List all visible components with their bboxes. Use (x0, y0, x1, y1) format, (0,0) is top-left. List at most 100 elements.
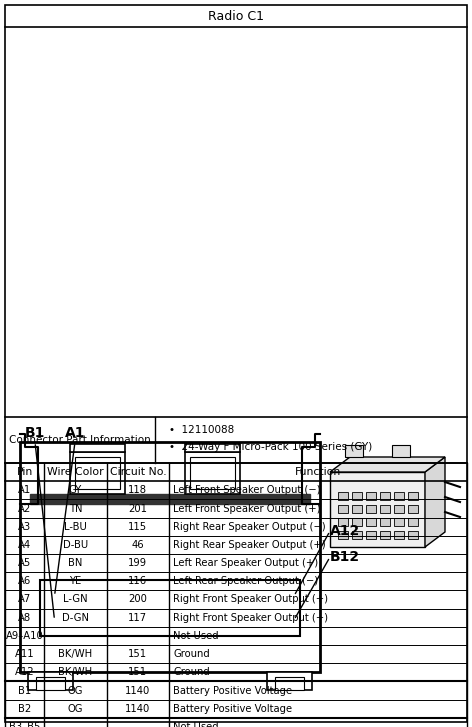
Text: •  24-Way F Micro-Pack 100 Series (GY): • 24-Way F Micro-Pack 100 Series (GY) (169, 442, 372, 452)
Bar (214, 586, 231, 606)
Bar (338, 492, 348, 500)
Text: OG: OG (67, 686, 83, 696)
Text: D-BU: D-BU (63, 540, 88, 550)
Text: GY: GY (69, 486, 82, 495)
Text: A12: A12 (15, 667, 34, 678)
Bar (109, 610, 126, 630)
Bar (185, 452, 240, 494)
Text: —: — (133, 722, 143, 727)
Bar (130, 610, 147, 630)
Bar (352, 531, 362, 539)
Bar (408, 531, 418, 539)
Text: A1: A1 (18, 486, 31, 495)
Text: 117: 117 (128, 613, 147, 623)
Text: Right Rear Speaker Output (−): Right Rear Speaker Output (−) (173, 522, 326, 531)
Bar (67, 586, 84, 606)
Text: A1: A1 (65, 426, 85, 440)
Text: 151: 151 (128, 667, 147, 678)
Bar (380, 518, 390, 526)
Text: YE: YE (69, 577, 82, 586)
Bar (235, 586, 252, 606)
Text: 1140: 1140 (125, 686, 151, 696)
Text: OG: OG (67, 704, 83, 714)
Text: Battery Positive Voltage: Battery Positive Voltage (173, 686, 292, 696)
Bar (366, 505, 376, 513)
Text: —: — (70, 722, 80, 727)
Bar (380, 531, 390, 539)
Bar (256, 586, 273, 606)
Bar (46, 586, 63, 606)
Text: A3: A3 (18, 522, 31, 531)
Text: Left Rear Speaker Output (−): Left Rear Speaker Output (−) (173, 577, 318, 586)
Bar (338, 531, 348, 539)
Bar (394, 518, 404, 526)
Bar (352, 505, 362, 513)
Text: Ground: Ground (173, 649, 210, 659)
Bar (394, 505, 404, 513)
Text: 1140: 1140 (125, 704, 151, 714)
Text: 151: 151 (128, 649, 147, 659)
Bar (277, 586, 294, 606)
Bar (185, 444, 240, 452)
Bar (36, 677, 65, 690)
Bar (267, 672, 312, 690)
Text: Radio C1: Radio C1 (208, 9, 264, 23)
Text: —: — (70, 631, 80, 641)
Bar (193, 586, 210, 606)
Text: Battery Positive Voltage: Battery Positive Voltage (173, 704, 292, 714)
Bar (352, 518, 362, 526)
Bar (380, 505, 390, 513)
Text: Left Front Speaker Output (+): Left Front Speaker Output (+) (173, 504, 320, 513)
Text: A7: A7 (18, 595, 31, 604)
Bar (392, 445, 410, 457)
Bar (88, 586, 105, 606)
Bar (75, 457, 120, 489)
Bar (408, 492, 418, 500)
Text: Circuit No.: Circuit No. (110, 467, 166, 477)
Bar (70, 444, 125, 452)
Bar (408, 518, 418, 526)
Text: 115: 115 (128, 522, 147, 531)
Text: A2: A2 (18, 504, 31, 513)
Bar (88, 610, 105, 630)
Bar (394, 492, 404, 500)
Text: B3–B5: B3–B5 (9, 722, 40, 727)
Bar (193, 610, 210, 630)
Text: 118: 118 (128, 486, 147, 495)
Text: TN: TN (69, 504, 82, 513)
Bar (151, 610, 168, 630)
Bar (235, 610, 252, 630)
Bar (40, 580, 300, 636)
Text: 201: 201 (128, 504, 147, 513)
Text: 200: 200 (128, 595, 147, 604)
Text: Ground: Ground (173, 667, 210, 678)
Text: L-GN: L-GN (63, 595, 88, 604)
Text: A4: A4 (18, 540, 31, 550)
Text: Not Used: Not Used (173, 631, 219, 641)
Text: B1: B1 (25, 426, 45, 440)
Bar (338, 505, 348, 513)
Text: B12: B12 (330, 550, 360, 564)
Text: Function: Function (295, 467, 341, 477)
Text: Connector Part Information: Connector Part Information (9, 435, 151, 445)
Text: A5: A5 (18, 558, 31, 568)
Text: 199: 199 (128, 558, 147, 568)
Text: BK/WH: BK/WH (59, 649, 93, 659)
Bar (366, 492, 376, 500)
Bar (338, 518, 348, 526)
Bar (30, 494, 310, 504)
Bar (330, 472, 425, 547)
Bar (67, 610, 84, 630)
Text: BK/WH: BK/WH (59, 667, 93, 678)
Text: A11: A11 (15, 649, 34, 659)
Bar (46, 610, 63, 630)
Text: A8: A8 (18, 613, 31, 623)
Bar (277, 610, 294, 630)
Text: Right Front Speaker Output (+): Right Front Speaker Output (+) (173, 595, 328, 604)
Bar (408, 505, 418, 513)
Text: —: — (133, 631, 143, 641)
Text: •  12110088: • 12110088 (169, 425, 234, 435)
Bar (70, 452, 125, 494)
Text: B1: B1 (18, 686, 31, 696)
Text: Right Front Speaker Output (−): Right Front Speaker Output (−) (173, 613, 328, 623)
